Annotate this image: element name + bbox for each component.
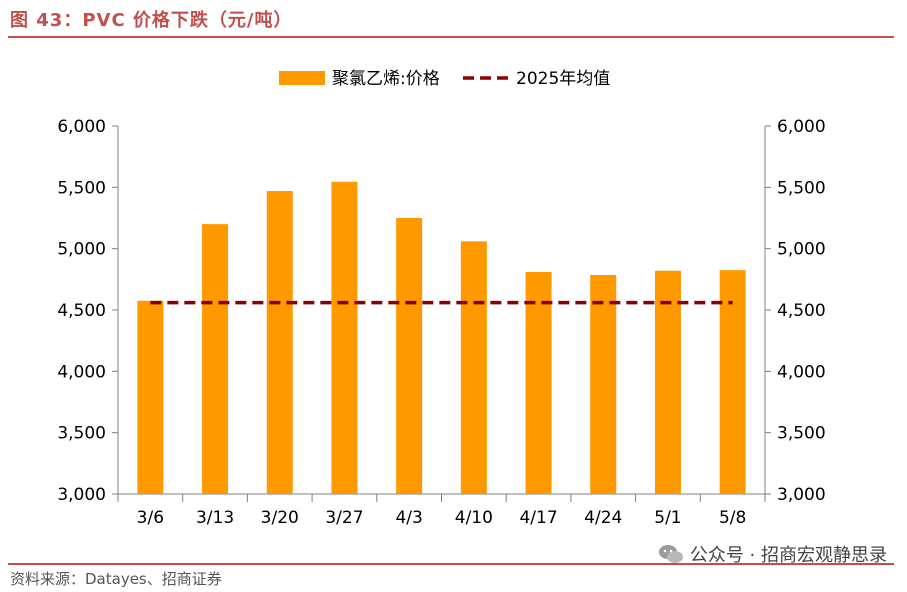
wechat-icon (658, 545, 683, 563)
x-tick-label: 3/27 (325, 508, 363, 528)
y-tick-label-left: 5,500 (57, 178, 106, 198)
y-tick-label-left: 3,500 (57, 424, 106, 444)
bar (331, 181, 358, 494)
bar (525, 271, 552, 494)
bottom-rule (8, 563, 894, 565)
x-tick-label: 3/13 (196, 508, 234, 528)
bar-chart: 聚氯乙烯:价格 2025年均值 3,000 3,500 4,000 4,500 5,00… (57, 69, 826, 528)
x-tick-label: 5/1 (654, 508, 681, 528)
x-tick-label: 4/17 (519, 508, 557, 528)
figure-title: 图 43：PVC 价格下跌（元/吨） (10, 10, 293, 31)
legend-swatch-bars (279, 71, 325, 85)
y-tick-label-right: 4,500 (777, 301, 826, 321)
y-tick-label-right: 3,500 (777, 424, 826, 444)
y-tick-label-left: 6,000 (57, 117, 106, 137)
y-tick-label-left: 4,000 (57, 362, 106, 382)
source-note: 资料来源：Datayes、招商证券 (10, 570, 222, 588)
legend-label-average: 2025年均值 (516, 69, 610, 89)
x-tick-label: 5/8 (719, 508, 746, 528)
bar (396, 218, 423, 494)
x-tick-label: 4/3 (395, 508, 422, 528)
bar (654, 270, 681, 494)
y-tick-label-left: 4,500 (57, 301, 106, 321)
x-tick-label: 4/10 (455, 508, 493, 528)
bar (137, 300, 164, 494)
watermark-text: 公众号 · 招商宏观静思录 (689, 545, 887, 566)
y-tick-label-right: 6,000 (777, 117, 826, 137)
y-tick-label-right: 5,000 (777, 240, 826, 260)
bar (266, 191, 293, 494)
bar (590, 275, 617, 494)
x-tick-label: 3/20 (261, 508, 299, 528)
legend: 聚氯乙烯:价格 2025年均值 (279, 69, 610, 89)
y-tick-label-right: 3,000 (777, 485, 826, 505)
y-tick-label-left: 3,000 (57, 485, 106, 505)
top-rule (8, 36, 894, 38)
y-tick-label-left: 5,000 (57, 240, 106, 260)
legend-label-bars: 聚氯乙烯:价格 (332, 69, 440, 89)
y-tick-label-right: 5,500 (777, 178, 826, 198)
watermark: 公众号 · 招商宏观静思录 (658, 541, 887, 567)
bar (460, 241, 487, 494)
x-tick-label: 4/24 (584, 508, 622, 528)
bar (202, 224, 229, 494)
x-tick-label: 3/6 (137, 508, 164, 528)
bar (719, 270, 746, 494)
y-tick-label-right: 4,000 (777, 362, 826, 382)
